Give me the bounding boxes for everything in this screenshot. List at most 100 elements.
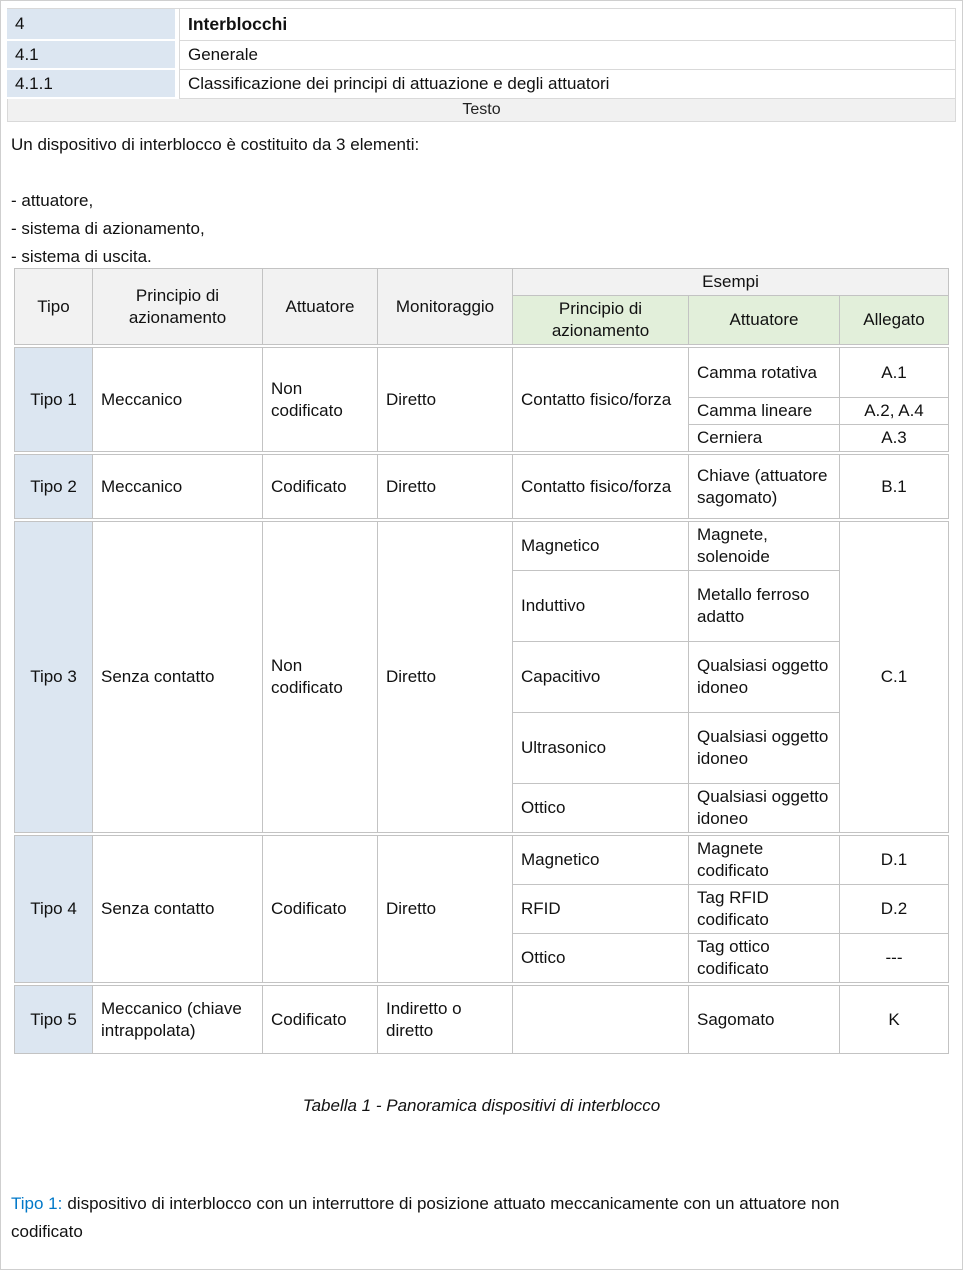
- clause-title: Generale: [179, 41, 955, 70]
- cell-tipo-3-r0-c5: Magnete, solenoide: [688, 521, 840, 571]
- cell-tipo-4-r0-c6: D.1: [839, 835, 949, 885]
- interlock-table-body: Tipo 1 Meccanico Non codificato Diretto Cont…: [14, 347, 956, 1054]
- col-header-attuatore: Attuatore: [262, 268, 378, 345]
- table-row: Ottico Tag ottico codificato ---: [15, 933, 949, 983]
- table-row: Cerniera A.3: [15, 424, 949, 452]
- table-caption: Tabella 1 - Panoramica dispositivi di in…: [302, 1096, 661, 1115]
- cell-tipo-1-r0-c4: Contatto fisico/forza: [512, 347, 689, 452]
- cell-tipo-3-r0-c2: Non codificato: [262, 521, 378, 833]
- cell-tipo-5-r0-c6: K: [839, 985, 949, 1054]
- cell-tipo-3-r0-c0: Tipo 3: [14, 521, 93, 833]
- intro-item: - sistema di uscita.: [11, 247, 152, 266]
- cell-tipo-5-r0-c1: Meccanico (chiave intrappolata): [92, 985, 263, 1054]
- clause-row: 4.1.1 Classificazione dei principi di at…: [7, 70, 955, 99]
- cell-tipo-4-r0-c2: Codificato: [262, 835, 378, 983]
- cell-tipo-5-r0-c5: Sagomato: [688, 985, 840, 1054]
- cell-tipo-4-r2-c4: Ottico: [512, 933, 689, 983]
- table-row: Tipo 1 Meccanico Non codificato Diretto Cont…: [14, 347, 949, 452]
- cell-tipo-4-r1-c5: Tag RFID codificato: [688, 884, 840, 934]
- col-header-esempi: Esempi: [512, 268, 949, 296]
- clause-header-table: 4 Interblocchi 4.1 Generale 4.1.1 Classi…: [7, 8, 956, 99]
- intro-item: - attuatore,: [11, 191, 94, 210]
- cell-tipo-1-r0-c3: Diretto: [377, 347, 513, 452]
- cell-tipo-3-r4-c4: Ottico: [512, 783, 689, 833]
- cell-tipo-3-r3-c5: Qualsiasi oggetto idoneo: [688, 712, 840, 784]
- tipo1-note-label: Tipo 1:: [11, 1194, 63, 1213]
- cell-tipo-1-r0-c5: Camma rotativa: [688, 347, 840, 398]
- cell-tipo-5-r0-c3: Indiretto o diretto: [377, 985, 513, 1054]
- cell-tipo-4-r0-c3: Diretto: [377, 835, 513, 983]
- cell-tipo-2-r0-c1: Meccanico: [92, 454, 263, 519]
- cell-tipo-5-r0-c4: [512, 985, 689, 1054]
- cell-tipo-3-r0-c3: Diretto: [377, 521, 513, 833]
- cell-tipo-4-r0-c0: Tipo 4: [14, 835, 93, 983]
- cell-tipo-2-r0-c4: Contatto fisico/forza: [512, 454, 689, 519]
- cell-tipo-1-r0-c0: Tipo 1: [14, 347, 93, 452]
- cell-tipo-5-r0-c2: Codificato: [262, 985, 378, 1054]
- cell-tipo-4-r0-c1: Senza contatto: [92, 835, 263, 983]
- interlock-table-header: Tipo Principio di azionamento Attuatore …: [14, 268, 949, 345]
- row-group-tipo-2: Tipo 2 Meccanico Codificato Diretto Contatto…: [14, 454, 949, 519]
- cell-tipo-1-r0-c1: Meccanico: [92, 347, 263, 452]
- clause-number: 4.1.1: [7, 70, 179, 99]
- cell-tipo-4-r0-c5: Magnete codificato: [688, 835, 840, 885]
- cell-tipo-5-r0-c0: Tipo 5: [14, 985, 93, 1054]
- table-row: Tipo 3 Senza contatto Non codificato Dirett…: [14, 521, 949, 833]
- cell-tipo-3-r4-c5: Qualsiasi oggetto idoneo: [688, 783, 840, 833]
- cell-tipo-3-r0-c4: Magnetico: [512, 521, 689, 571]
- cell-tipo-1-r1-c6: A.2, A.4: [839, 397, 949, 425]
- cell-tipo-1-r1-c5: Camma lineare: [688, 397, 840, 425]
- table-row: Capacitivo Qualsiasi oggetto idoneo: [15, 641, 949, 713]
- table-row: Ultrasonico Qualsiasi oggetto idoneo: [15, 712, 949, 784]
- col-header-tipo: Tipo: [14, 268, 93, 345]
- cell-tipo-2-r0-c5: Chiave (attuatore sagomato): [688, 454, 840, 519]
- cell-tipo-1-r2-c6: A.3: [839, 424, 949, 452]
- cell-tipo-4-r2-c6: ---: [839, 933, 949, 983]
- table-row: Tipo 2 Meccanico Codificato Diretto Contatto…: [14, 454, 949, 519]
- row-group-tipo-4: Tipo 4 Senza contatto Codificato Diretto Mag…: [14, 835, 949, 983]
- clause-number: 4.1: [7, 41, 179, 70]
- table-row: Tipo 5 Meccanico (chiave intrappolata) Cod…: [14, 985, 949, 1054]
- col-header-esempi-principio: Principio di azionamento: [512, 295, 689, 345]
- row-group-tipo-1: Tipo 1 Meccanico Non codificato Diretto Cont…: [14, 347, 949, 452]
- cell-tipo-3-r0-c1: Senza contatto: [92, 521, 263, 833]
- table-row: Tipo 4 Senza contatto Codificato Diretto Mag…: [14, 835, 949, 983]
- cell-tipo-2-r0-c0: Tipo 2: [14, 454, 93, 519]
- cell-tipo-3-r2-c5: Qualsiasi oggetto idoneo: [688, 641, 840, 713]
- clause-title: Classificazione dei principi di attuazio…: [179, 70, 955, 99]
- clause-row: 4 Interblocchi: [7, 9, 955, 41]
- interlock-table: Tipo Principio di azionamento Attuatore …: [14, 268, 956, 1054]
- cell-tipo-3-r1-c4: Induttivo: [512, 570, 689, 642]
- cell-tipo-3-r3-c4: Ultrasonico: [512, 712, 689, 784]
- table-row: RFID Tag RFID codificato D.2: [15, 884, 949, 934]
- cell-tipo-4-r0-c4: Magnetico: [512, 835, 689, 885]
- cell-tipo-4-r2-c5: Tag ottico codificato: [688, 933, 840, 983]
- cell-tipo-3-r2-c4: Capacitivo: [512, 641, 689, 713]
- cell-tipo-3-r0-c6: C.1: [839, 521, 949, 833]
- cell-tipo-2-r0-c2: Codificato: [262, 454, 378, 519]
- row-group-tipo-5: Tipo 5 Meccanico (chiave intrappolata) Cod…: [14, 985, 949, 1054]
- tipo1-note: Tipo 1: dispositivo di interblocco con un…: [7, 1190, 903, 1246]
- tipo1-note-text: dispositivo di interblocco con un interr…: [11, 1194, 840, 1241]
- col-header-principio: Principio di azionamento: [92, 268, 263, 345]
- cell-tipo-2-r0-c3: Diretto: [377, 454, 513, 519]
- table-row: Camma lineare A.2, A.4: [15, 397, 949, 425]
- testo-band: Testo: [7, 99, 956, 122]
- cell-tipo-3-r1-c5: Metallo ferroso adatto: [688, 570, 840, 642]
- table-row: Ottico Qualsiasi oggetto idoneo: [15, 783, 949, 833]
- cell-tipo-2-r0-c6: B.1: [839, 454, 949, 519]
- cell-tipo-1-r2-c5: Cerniera: [688, 424, 840, 452]
- cell-tipo-1-r0-c2: Non codificato: [262, 347, 378, 452]
- clause-row: 4.1 Generale: [7, 41, 955, 70]
- clause-title: Interblocchi: [179, 9, 955, 41]
- clause-number: 4: [7, 9, 179, 41]
- col-header-esempi-attuatore: Attuatore: [688, 295, 840, 345]
- col-header-allegato: Allegato: [839, 295, 949, 345]
- cell-tipo-4-r1-c4: RFID: [512, 884, 689, 934]
- cell-tipo-1-r0-c6: A.1: [839, 347, 949, 398]
- cell-tipo-4-r1-c6: D.2: [839, 884, 949, 934]
- col-header-monitoraggio: Monitoraggio: [377, 268, 513, 345]
- intro-text: Un dispositivo di interblocco è costitui…: [7, 122, 956, 266]
- intro-item: - sistema di azionamento,: [11, 219, 205, 238]
